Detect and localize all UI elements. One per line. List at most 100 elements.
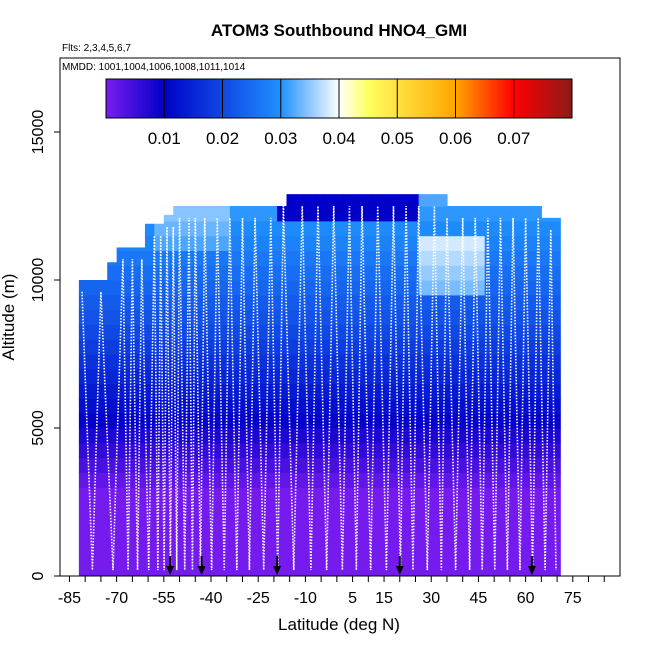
heatmap-cell xyxy=(277,413,288,429)
heatmap-cell xyxy=(503,531,514,547)
heatmap-cell xyxy=(154,516,165,533)
heatmap-cell xyxy=(78,487,89,503)
heatmap-cell xyxy=(465,546,476,562)
heatmap-cell xyxy=(135,516,146,533)
heatmap-cell xyxy=(465,250,476,266)
heatmap-cell xyxy=(239,561,250,576)
heatmap-cell xyxy=(154,339,165,355)
heatmap-cell xyxy=(531,413,542,429)
heatmap-cell xyxy=(409,383,420,399)
colorbar-tick-label: 0.01 xyxy=(148,129,181,148)
heatmap-cell xyxy=(163,309,174,325)
heatmap-cell xyxy=(380,220,391,237)
heatmap-cell xyxy=(154,428,165,444)
heatmap-cell xyxy=(494,368,505,385)
heatmap-cell xyxy=(135,561,146,576)
heatmap-cell xyxy=(305,194,316,207)
heatmap-cell xyxy=(192,546,203,562)
x-tick-label: 45 xyxy=(470,590,488,607)
heatmap-cell xyxy=(116,309,127,325)
heatmap-cell xyxy=(201,472,212,488)
heatmap-cell xyxy=(239,368,250,385)
heatmap-cell xyxy=(314,428,325,444)
heatmap-cell xyxy=(135,457,146,473)
heatmap-cell xyxy=(239,472,250,488)
heatmap-cell xyxy=(409,428,420,444)
heatmap-cell xyxy=(550,561,561,576)
heatmap-cell xyxy=(295,428,306,444)
heatmap-cell xyxy=(211,546,222,562)
heatmap-cell xyxy=(277,280,288,296)
heatmap-cell xyxy=(267,546,278,562)
heatmap-cell xyxy=(314,383,325,399)
heatmap-cell xyxy=(116,413,127,429)
heatmap-cell xyxy=(248,250,259,266)
heatmap-cell xyxy=(258,265,269,281)
heatmap-cell xyxy=(550,280,561,296)
heatmap-cell xyxy=(456,220,467,237)
heatmap-cell xyxy=(503,309,514,325)
heatmap-cell xyxy=(135,413,146,429)
x-tick-label: -55 xyxy=(152,590,175,607)
heatmap-cell xyxy=(97,280,108,296)
heatmap-cell xyxy=(531,220,542,237)
heatmap-cell xyxy=(380,194,391,207)
heatmap-cell xyxy=(295,398,306,414)
heatmap-cell xyxy=(220,220,231,237)
heatmap-cell xyxy=(182,428,193,444)
heatmap-cell xyxy=(277,561,288,576)
heatmap-cell xyxy=(513,235,524,251)
heatmap-cell xyxy=(305,398,316,414)
heatmap-cell xyxy=(437,309,448,325)
heatmap-cell xyxy=(126,265,137,281)
heatmap-cell xyxy=(456,428,467,444)
heatmap-cell xyxy=(399,531,410,547)
heatmap-cell xyxy=(456,383,467,399)
heatmap-cell xyxy=(531,442,542,459)
heatmap-cell xyxy=(182,442,193,459)
heatmap-cell xyxy=(484,516,495,533)
heatmap-cell xyxy=(390,398,401,414)
heatmap-cell xyxy=(229,339,240,355)
heatmap-cell xyxy=(324,235,335,251)
heatmap-cell xyxy=(295,472,306,488)
heatmap-cell xyxy=(239,457,250,473)
heatmap-cell xyxy=(343,442,354,459)
heatmap-cell xyxy=(456,531,467,547)
heatmap-cell xyxy=(107,309,118,325)
heatmap-cell xyxy=(484,487,495,503)
heatmap-cell xyxy=(513,428,524,444)
heatmap-cell xyxy=(324,383,335,399)
heatmap-cell xyxy=(220,294,231,311)
heatmap-cell xyxy=(277,502,288,518)
heatmap-cell xyxy=(258,368,269,385)
heatmap-cell xyxy=(399,442,410,459)
heatmap-cell xyxy=(277,442,288,459)
heatmap-cell xyxy=(78,280,89,296)
heatmap-cell xyxy=(399,235,410,251)
heatmap-cell xyxy=(503,265,514,281)
heatmap-cell xyxy=(126,309,137,325)
heatmap-cell xyxy=(324,250,335,266)
heatmap-cell xyxy=(135,247,146,251)
heatmap-cell xyxy=(352,294,363,311)
heatmap-cell xyxy=(78,368,89,385)
heatmap-cell xyxy=(531,309,542,325)
heatmap-cell xyxy=(182,383,193,399)
heatmap-cell xyxy=(418,442,429,459)
heatmap-cell xyxy=(201,235,212,251)
heatmap-cell xyxy=(116,265,127,281)
heatmap-cell xyxy=(305,354,316,370)
heatmap-cell xyxy=(220,368,231,385)
heatmap-cell xyxy=(116,324,127,340)
heatmap-cell xyxy=(239,324,250,340)
heatmap-cell xyxy=(475,442,486,459)
x-tick-label: -25 xyxy=(247,590,270,607)
heatmap-cell xyxy=(446,309,458,325)
heatmap-cell xyxy=(550,413,561,429)
heatmap-cell xyxy=(97,294,108,311)
heatmap-cell xyxy=(390,368,401,385)
heatmap-cell xyxy=(494,220,505,237)
heatmap-cell xyxy=(163,546,174,562)
heatmap-cell xyxy=(173,487,184,503)
